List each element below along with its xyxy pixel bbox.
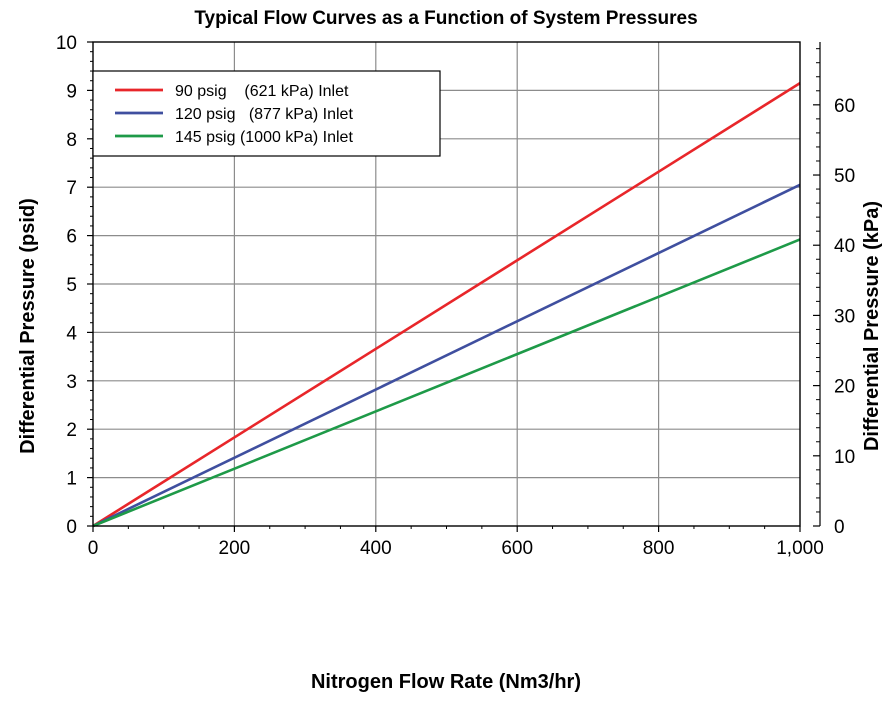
y-tick-label: 4 xyxy=(66,323,77,344)
x-axis-label: Nitrogen Flow Rate (Nm3/hr) xyxy=(311,671,581,693)
y-tick-label: 5 xyxy=(66,275,77,296)
y-tick-label: 8 xyxy=(66,130,77,151)
y-tick-label: 3 xyxy=(66,372,77,393)
series-line-3 xyxy=(92,238,801,528)
legend-label-2: 120 psig (877 kPa) Inlet xyxy=(175,106,353,123)
y-tick-label: 10 xyxy=(56,33,77,54)
y2-axis-ticks: 0 10 20 30 40 50 60 xyxy=(813,42,855,538)
x-tick-label: 0 xyxy=(88,538,99,559)
legend-label-3: 145 psig (1000 kPa) Inlet xyxy=(175,129,353,146)
x-tick-label: 1,000 xyxy=(776,538,824,559)
y-tick-label: 0 xyxy=(66,517,77,538)
y2-axis-label: Differential Pressure (kPa) xyxy=(861,201,883,451)
x-tick-label: 600 xyxy=(501,538,533,559)
series-line-2 xyxy=(92,183,801,528)
y2-tick-label: 50 xyxy=(834,166,855,187)
x-tick-label: 800 xyxy=(643,538,675,559)
y2-tick-label: 0 xyxy=(834,517,845,538)
y2-tick-label: 20 xyxy=(834,377,855,398)
x-axis-ticks: 0 200 400 600 800 1,000 xyxy=(88,526,824,559)
legend: 90 psig (621 kPa) Inlet 120 psig (877 kPa… xyxy=(92,70,441,157)
chart-title: Typical Flow Curves as a Function of Sys… xyxy=(194,8,697,29)
y-tick-label: 6 xyxy=(66,227,77,248)
y2-tick-label: 60 xyxy=(834,96,855,117)
x-tick-label: 400 xyxy=(360,538,392,559)
y-tick-label: 9 xyxy=(66,81,77,102)
y2-tick-label: 10 xyxy=(834,447,855,468)
y-tick-label: 2 xyxy=(66,420,77,441)
y-tick-label: 1 xyxy=(66,469,77,490)
y2-tick-label: 30 xyxy=(834,306,855,327)
series-lines xyxy=(92,82,801,528)
y-axis-ticks: 0 1 2 3 4 5 6 7 8 9 10 xyxy=(56,33,93,538)
y-tick-label: 7 xyxy=(66,178,77,199)
x-tick-label: 200 xyxy=(219,538,251,559)
series-line-1 xyxy=(92,82,801,528)
legend-label-1: 90 psig (621 kPa) Inlet xyxy=(175,83,349,100)
y2-tick-label: 40 xyxy=(834,236,855,257)
y-axis-label: Differential Pressure (psid) xyxy=(17,198,39,454)
